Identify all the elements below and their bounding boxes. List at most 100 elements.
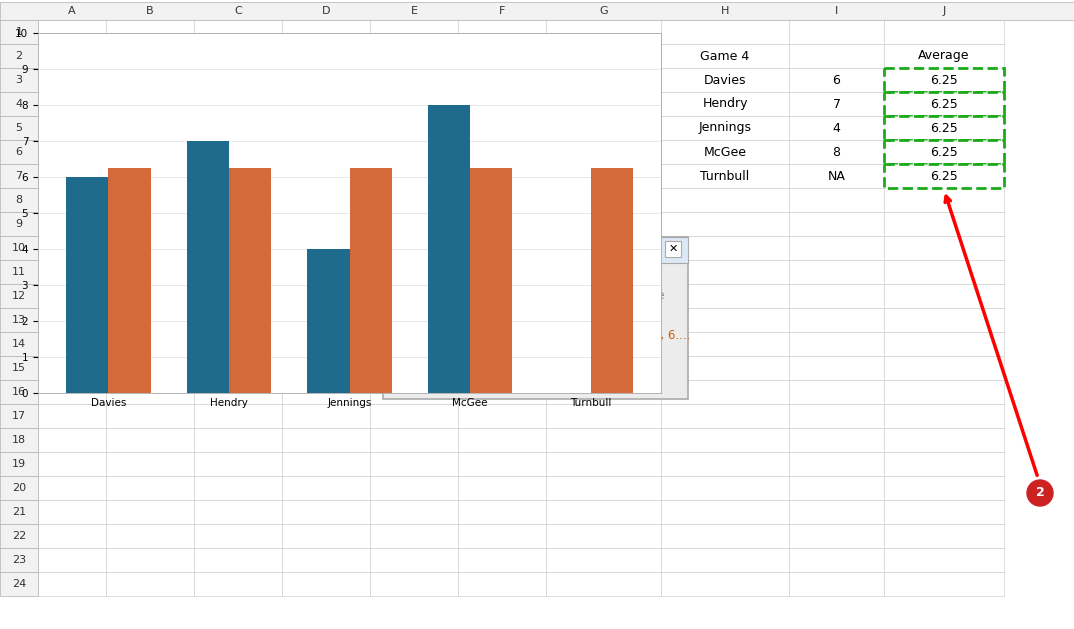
Bar <box>458 92 546 116</box>
Bar <box>458 332 546 356</box>
Bar <box>38 356 106 380</box>
Bar <box>458 212 546 236</box>
Bar <box>458 524 546 548</box>
Bar <box>371 476 458 500</box>
Bar <box>884 140 1004 164</box>
Bar <box>194 380 282 404</box>
Bar <box>884 140 1004 164</box>
Bar <box>371 44 458 68</box>
Text: 7: 7 <box>146 121 154 135</box>
Bar <box>470 168 512 393</box>
Bar <box>458 380 546 404</box>
Bar <box>884 260 1004 284</box>
Bar <box>884 164 1004 188</box>
Bar <box>789 164 884 188</box>
Bar <box>282 260 371 284</box>
Bar <box>458 356 546 380</box>
Bar <box>458 260 546 284</box>
Bar <box>38 236 106 260</box>
Text: 6.25: 6.25 <box>930 74 958 87</box>
Text: Choose: Choose <box>49 218 96 230</box>
Bar <box>661 452 789 476</box>
Bar <box>383 237 688 399</box>
Bar <box>106 524 194 548</box>
Text: Hendry: Hendry <box>49 121 95 135</box>
Bar <box>0 428 38 452</box>
Bar <box>106 404 194 428</box>
Text: Turnbull: Turnbull <box>47 97 97 111</box>
Bar <box>661 140 789 164</box>
Bar <box>661 380 789 404</box>
Text: Jennings: Jennings <box>698 121 752 135</box>
Bar <box>194 428 282 452</box>
Bar <box>282 284 371 308</box>
Bar <box>371 404 458 428</box>
Bar <box>458 68 546 92</box>
Bar <box>789 260 884 284</box>
Bar <box>546 44 661 68</box>
Bar <box>282 164 371 188</box>
Bar <box>884 356 1004 380</box>
Text: Game 5: Game 5 <box>477 50 526 62</box>
Bar <box>661 68 789 92</box>
Bar <box>194 476 282 500</box>
Text: 6: 6 <box>234 121 242 135</box>
Bar <box>282 476 371 500</box>
Text: 8: 8 <box>498 74 506 87</box>
Text: 6.25: 6.25 <box>930 97 958 111</box>
Bar <box>106 212 194 236</box>
Bar <box>282 548 371 572</box>
Bar <box>789 452 884 476</box>
Bar <box>0 548 38 572</box>
Text: 4: 4 <box>410 169 418 182</box>
Bar <box>67 177 108 393</box>
Bar <box>458 452 546 476</box>
Bar <box>661 260 789 284</box>
Bar <box>38 164 106 188</box>
Bar <box>307 249 349 393</box>
Bar <box>458 188 546 212</box>
Text: D: D <box>322 6 330 16</box>
Bar <box>561 285 579 305</box>
Text: 8: 8 <box>15 195 23 205</box>
Bar <box>106 356 194 380</box>
Bar <box>38 548 106 572</box>
Bar <box>194 548 282 572</box>
Bar <box>194 212 282 236</box>
Bar <box>789 332 884 356</box>
Bar <box>106 332 194 356</box>
Bar <box>194 260 282 284</box>
Text: 7: 7 <box>146 74 154 87</box>
Bar <box>458 140 546 164</box>
Text: Series name:: Series name: <box>391 271 468 284</box>
Bar <box>106 476 194 500</box>
Text: Series values:: Series values: <box>391 311 474 324</box>
Bar <box>106 92 194 116</box>
Bar <box>0 92 38 116</box>
Text: 10: 10 <box>142 169 158 182</box>
Text: 24: 24 <box>12 579 26 589</box>
Bar <box>884 476 1004 500</box>
Bar <box>38 116 106 140</box>
Text: Name: Name <box>54 50 90 62</box>
Bar <box>661 236 789 260</box>
Bar <box>789 140 884 164</box>
Text: 7: 7 <box>832 97 841 111</box>
Bar <box>0 332 38 356</box>
Bar <box>884 500 1004 524</box>
Text: 18: 18 <box>12 435 26 445</box>
Bar <box>194 500 282 524</box>
Text: 6.25: 6.25 <box>930 169 958 182</box>
Bar <box>194 524 282 548</box>
Bar <box>194 164 282 188</box>
Text: ✕: ✕ <box>668 244 678 254</box>
Text: = 6.25, 6.25, 6....: = 6.25, 6.25, 6.... <box>587 328 691 342</box>
Bar <box>884 284 1004 308</box>
Bar <box>349 168 392 393</box>
Bar <box>661 356 789 380</box>
Bar <box>371 68 458 92</box>
Bar <box>661 44 789 68</box>
Text: B: B <box>146 6 154 16</box>
Bar <box>371 308 458 332</box>
Bar <box>546 524 661 548</box>
